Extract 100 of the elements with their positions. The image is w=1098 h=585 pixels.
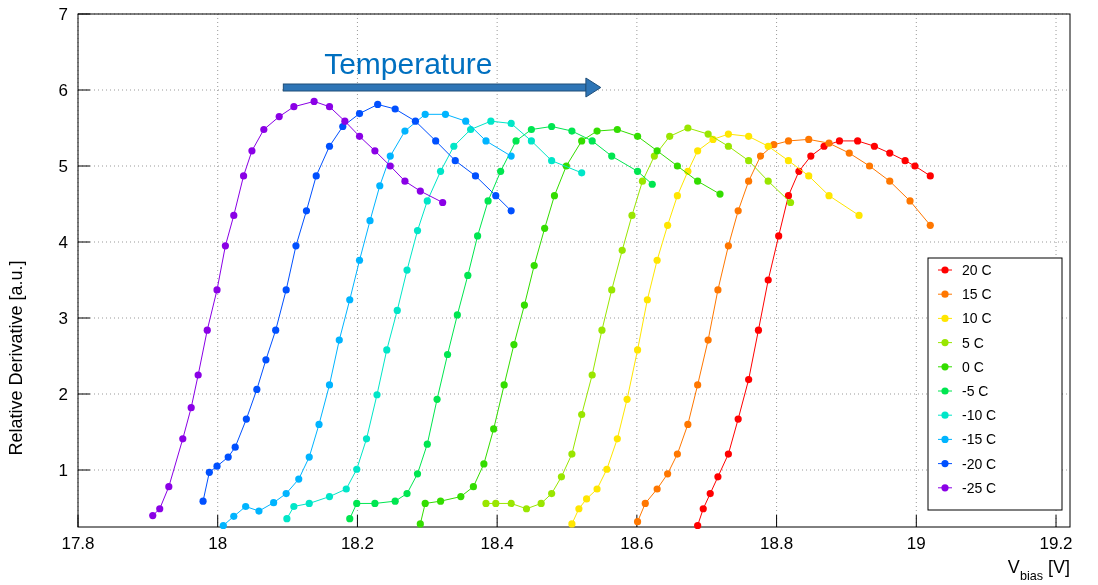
point: [230, 512, 238, 520]
point: [482, 137, 490, 145]
point: [704, 130, 712, 138]
point: [926, 172, 934, 180]
point: [582, 495, 591, 503]
point: [187, 404, 195, 412]
point: [283, 515, 291, 523]
point: [457, 493, 465, 501]
point: [653, 256, 661, 264]
point: [568, 127, 576, 135]
point: [784, 157, 793, 165]
point: [341, 117, 349, 125]
x-tick-label: 18.2: [340, 534, 374, 553]
point: [653, 485, 661, 493]
point: [650, 152, 658, 160]
point: [413, 470, 422, 478]
x-tick-label: 18.8: [760, 534, 794, 553]
point: [295, 475, 303, 483]
point: [724, 450, 732, 458]
point: [886, 149, 894, 157]
point: [441, 110, 450, 118]
point: [666, 132, 674, 140]
point: [706, 489, 714, 498]
point: [537, 499, 545, 508]
point: [386, 162, 394, 170]
point: [641, 499, 649, 508]
point: [500, 381, 508, 389]
point: [568, 520, 576, 528]
point: [439, 198, 447, 207]
point: [764, 276, 772, 284]
point: [213, 286, 221, 294]
legend-label: 10 C: [962, 310, 992, 327]
point: [648, 180, 656, 188]
point: [694, 177, 702, 185]
point: [416, 187, 424, 195]
legend-label: -15 C: [962, 431, 997, 448]
point: [593, 127, 601, 135]
point: [492, 192, 500, 200]
point: [527, 137, 535, 145]
point: [302, 207, 311, 215]
point: [775, 232, 783, 240]
point: [383, 346, 391, 354]
point: [557, 473, 566, 481]
point: [724, 142, 732, 150]
x-tick-label: 18.6: [620, 534, 654, 553]
point: [825, 139, 833, 147]
point: [373, 391, 381, 399]
y-tick-label: 5: [58, 156, 68, 176]
point: [745, 375, 753, 384]
point: [205, 468, 213, 476]
point: [716, 190, 724, 198]
y-tick-label: 6: [58, 80, 68, 100]
point: [165, 483, 173, 491]
point: [362, 435, 371, 443]
point: [391, 105, 399, 113]
point: [432, 137, 440, 145]
point: [453, 311, 461, 319]
point: [865, 162, 874, 170]
point: [512, 137, 520, 145]
point: [346, 515, 354, 523]
point: [335, 336, 343, 344]
point: [353, 465, 361, 473]
point: [784, 137, 793, 145]
point: [704, 336, 712, 344]
point: [221, 242, 229, 250]
point: [855, 211, 863, 219]
point: [292, 242, 300, 250]
point: [346, 296, 354, 304]
point: [282, 286, 290, 294]
point: [510, 341, 518, 349]
point: [242, 415, 250, 423]
point: [613, 435, 621, 443]
y-axis-title: Relative Derivative [a.u.]: [6, 260, 26, 456]
point: [664, 470, 672, 478]
point: [310, 97, 318, 105]
point: [548, 157, 556, 165]
point: [906, 197, 914, 205]
point: [745, 132, 753, 140]
x-tick-label: 19: [906, 534, 926, 553]
point: [805, 135, 813, 143]
point: [745, 157, 753, 165]
point: [911, 162, 919, 170]
point: [548, 489, 556, 498]
point: [436, 167, 445, 175]
point: [886, 177, 894, 185]
point: [653, 147, 661, 155]
point: [578, 169, 586, 177]
legend-label: 5 C: [962, 334, 984, 351]
point: [490, 425, 498, 433]
point: [451, 157, 459, 165]
point: [242, 502, 250, 511]
x-tick-label: 19.2: [1039, 534, 1073, 553]
point: [550, 192, 559, 200]
point: [376, 182, 384, 190]
point: [608, 286, 616, 294]
legend-label: 0 C: [962, 358, 984, 375]
point: [450, 142, 458, 150]
point: [901, 157, 909, 165]
point: [149, 512, 157, 520]
point: [416, 520, 424, 528]
